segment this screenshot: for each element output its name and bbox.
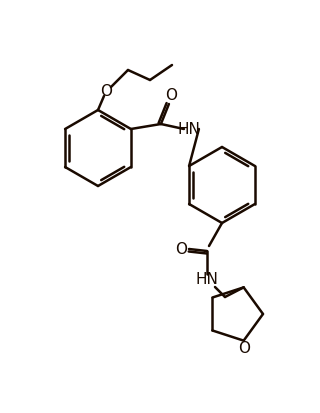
Text: O: O	[175, 242, 187, 256]
Text: O: O	[100, 85, 112, 100]
Text: O: O	[165, 88, 177, 104]
Text: HN: HN	[196, 271, 219, 287]
Text: HN: HN	[178, 121, 200, 137]
Text: O: O	[238, 341, 250, 356]
